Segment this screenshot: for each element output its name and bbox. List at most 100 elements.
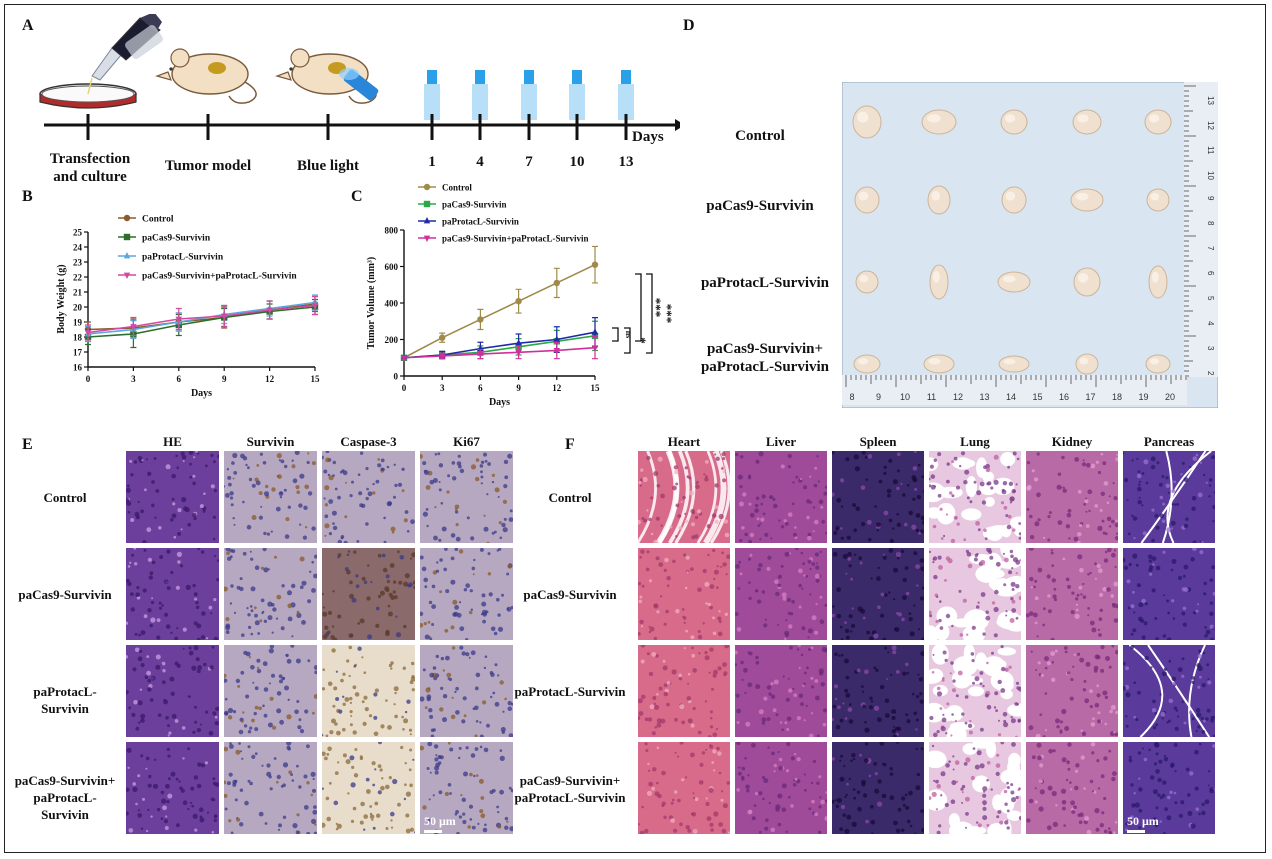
ruler-label: 9 xyxy=(1206,196,1215,201)
data-point xyxy=(266,307,273,314)
tumor-highlight xyxy=(1005,191,1016,201)
x-tick-label: 3 xyxy=(440,383,445,393)
tumor-specimen xyxy=(929,264,949,300)
scale-bar-label: 50 μm xyxy=(424,814,456,833)
y-tick-label: 800 xyxy=(385,226,399,236)
tumor-highlight xyxy=(1149,358,1160,365)
column-label: HE xyxy=(163,434,182,449)
timeline-stage-tumor-model: Tumor model xyxy=(164,158,252,174)
y-tick-label: 19 xyxy=(73,318,83,328)
histology-image xyxy=(420,548,513,640)
data-point xyxy=(591,328,599,335)
ruler-label: 4 xyxy=(1206,321,1215,326)
y-tick-label: 0 xyxy=(394,372,399,382)
tumor-specimen xyxy=(1072,109,1102,135)
panel-label-d: D xyxy=(683,17,695,34)
histology-image xyxy=(1026,645,1118,737)
legend-marker xyxy=(123,272,131,279)
body-weight-chart: 16 17 18 19 20 21 22 23 24 25 0 3 6 9 12 15 Days Body Wei… xyxy=(56,214,321,400)
tumor-highlight xyxy=(1077,272,1089,283)
data-point xyxy=(553,279,560,287)
timeline-stage-transfection: Transfection and culture xyxy=(49,151,131,185)
ruler-label: 18 xyxy=(1112,392,1122,402)
light-exposure-icons xyxy=(424,70,634,120)
timeline-day-13: 13 xyxy=(618,154,634,170)
tumor-highlight xyxy=(1148,114,1160,123)
histology-image xyxy=(638,548,730,640)
panel-label-b: B xyxy=(22,188,33,205)
histology-image xyxy=(832,451,924,543)
data-point xyxy=(477,351,484,359)
timeline-axis-label: Days xyxy=(632,129,664,145)
x-axis-label: Days xyxy=(191,388,212,399)
histology-image xyxy=(1026,742,1118,834)
y-tick-label: 22 xyxy=(73,273,83,283)
row-label: Control xyxy=(548,490,592,505)
row-label: Control xyxy=(43,490,87,505)
tumor-highlight xyxy=(1077,114,1089,123)
tumor-specimen xyxy=(921,109,957,135)
significance-label: ns xyxy=(624,331,633,339)
ruler-label: 13 xyxy=(1206,96,1215,105)
timeline-stage-blue-light: Blue light xyxy=(296,158,360,174)
ruler-label: 2 xyxy=(1206,371,1215,376)
row-label: paProtacL-Survivin xyxy=(514,684,626,699)
data-point xyxy=(221,313,228,320)
x-tick-label: 15 xyxy=(311,374,321,384)
tumor-specimen xyxy=(1070,188,1104,212)
ruler-label: 5 xyxy=(1206,296,1215,301)
data-point xyxy=(84,330,92,337)
row-label: paProtacL-Survivin xyxy=(33,684,97,716)
tumor-highlight xyxy=(1004,114,1016,123)
significance-bracket xyxy=(612,327,619,342)
pipette-icon xyxy=(87,14,163,95)
tumor-highlight xyxy=(857,358,869,365)
histology-image xyxy=(735,451,827,543)
tumor-highlight xyxy=(928,358,941,365)
column-label: Lung xyxy=(960,434,990,449)
data-point xyxy=(515,297,522,305)
panel-label-e: E xyxy=(22,436,33,453)
ruler-label: 3 xyxy=(1206,346,1215,351)
ruler-label: 9 xyxy=(876,392,881,402)
tumor-specimen xyxy=(923,354,955,374)
x-tick-label: 6 xyxy=(177,374,182,384)
petri-dish-icon xyxy=(39,83,137,109)
row-label: paCas9-Survivin xyxy=(523,587,617,602)
y-tick-label: 24 xyxy=(73,243,83,253)
histology-image xyxy=(322,451,415,543)
ruler-label: 17 xyxy=(1085,392,1095,402)
data-point xyxy=(553,335,560,342)
significance-bracket xyxy=(646,273,653,354)
tumor-specimen xyxy=(855,270,879,294)
scale-bar-text: 50 μm xyxy=(1127,814,1159,828)
histology-image xyxy=(929,742,1021,834)
y-tick-label: 20 xyxy=(73,303,83,313)
tumor-highlight xyxy=(859,274,869,283)
significance-label: * xyxy=(634,337,649,344)
panel-label-a: A xyxy=(22,17,34,34)
x-tick-label: 3 xyxy=(131,374,136,384)
column-label: Heart xyxy=(667,434,701,449)
legend-marker xyxy=(123,214,131,222)
tumor-specimen xyxy=(1144,109,1172,135)
histology-image xyxy=(832,742,924,834)
legend-label: paCas9-Survivin+paProtacL-Survivin xyxy=(142,272,297,282)
timeline-day-4: 4 xyxy=(476,154,484,170)
y-tick-label: 400 xyxy=(385,299,399,309)
tumor-specimen xyxy=(1146,188,1170,212)
series-1 xyxy=(400,320,599,361)
histology-image xyxy=(126,742,219,834)
histology-image xyxy=(1123,742,1215,834)
tumor-highlight xyxy=(931,190,941,201)
chart-legend: Control paCas9-Survivin paProtacL-Survivin… xyxy=(418,183,588,244)
data-point xyxy=(515,339,522,346)
y-tick-label: 23 xyxy=(73,258,83,268)
histology-image xyxy=(929,645,1021,737)
histology-image xyxy=(735,742,827,834)
ruler-label: 11 xyxy=(927,392,936,402)
significance-label: *** xyxy=(660,304,675,324)
y-tick-label: 25 xyxy=(73,228,83,238)
histology-image xyxy=(224,451,317,543)
tumor-specimen xyxy=(1073,267,1101,297)
